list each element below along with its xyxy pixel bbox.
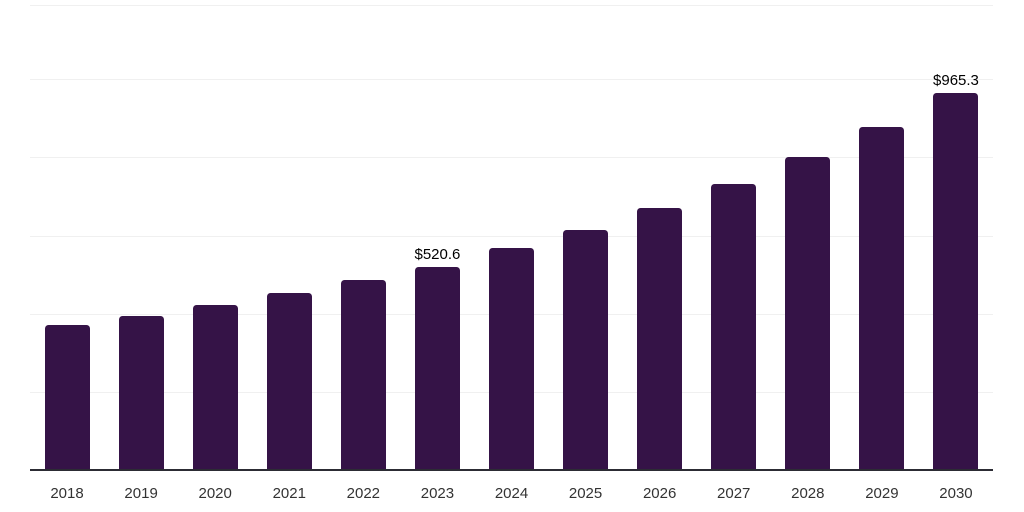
- x-axis-line: [30, 469, 993, 471]
- bar-2027[interactable]: [711, 184, 757, 470]
- bar-2029[interactable]: [859, 127, 905, 470]
- value-label-2023: $520.6: [414, 246, 461, 263]
- bar-2020[interactable]: [192, 305, 238, 470]
- bar-2022[interactable]: [340, 280, 386, 470]
- x-axis-tick-label: 2026: [642, 485, 677, 502]
- gridline: [30, 236, 993, 237]
- bar-2025[interactable]: [563, 230, 609, 470]
- bar-2018[interactable]: [44, 325, 90, 470]
- gridline: [30, 79, 993, 80]
- x-axis-tick-label: 2018: [50, 485, 84, 502]
- x-axis-tick-label: 2020: [198, 485, 232, 502]
- bar-2026[interactable]: [637, 208, 683, 470]
- bar-2028[interactable]: [785, 157, 831, 470]
- bar-2019[interactable]: [118, 316, 164, 470]
- x-axis-tick-label: 2022: [346, 485, 381, 502]
- gridline-top: [30, 5, 993, 6]
- bar-2024[interactable]: [489, 248, 534, 470]
- x-axis-tick-label: 2029: [865, 485, 899, 502]
- x-axis-tick-label: 2028: [791, 485, 825, 502]
- bar-2023[interactable]: [414, 267, 460, 470]
- x-axis-tick-label: 2030: [939, 485, 973, 502]
- gridline: [30, 157, 993, 158]
- x-axis-tick-label: 2024: [494, 485, 529, 502]
- bar-2030[interactable]: [933, 93, 979, 470]
- x-axis-tick-label: 2019: [124, 485, 158, 502]
- x-axis-tick-label: 2021: [272, 485, 306, 502]
- bar-2021[interactable]: [266, 293, 312, 470]
- value-label-2030: $965.3: [933, 72, 979, 89]
- x-axis-tick-label: 2027: [717, 485, 751, 502]
- x-axis-tick-label: 2023: [420, 485, 455, 502]
- x-axis-tick-label: 2025: [568, 485, 603, 502]
